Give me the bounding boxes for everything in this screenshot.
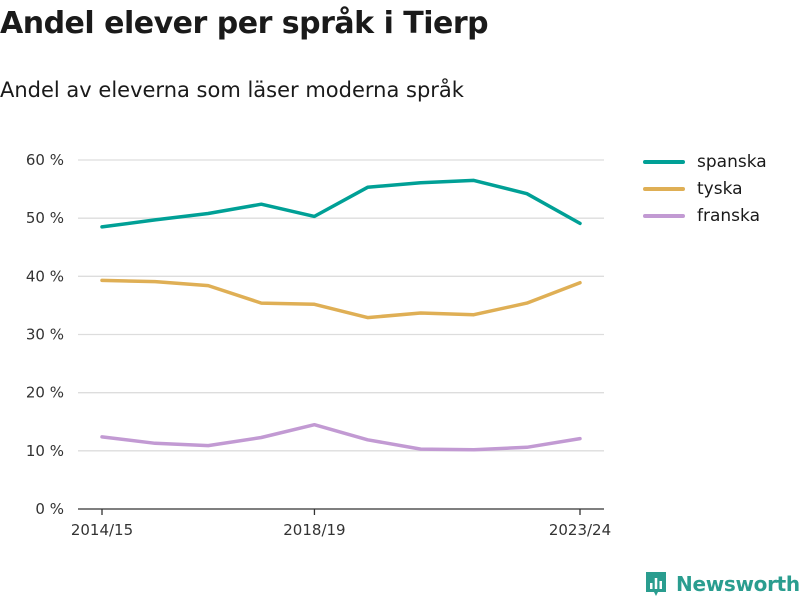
y-tick-label: 20 % [26,384,64,402]
y-tick-label: 40 % [26,267,64,285]
x-tick-label: 2018/19 [283,521,345,539]
x-axis: 2014/15 2018/19 2023/24 [71,508,611,539]
brand-name: Newsworthy [676,572,800,596]
series-line-tyska [100,278,582,320]
y-tick-label: 60 % [26,151,64,169]
y-tick-label: 50 % [26,209,64,227]
legend-item-franska[interactable]: franska [643,202,767,229]
brand-logo[interactable]: Newsworthy [644,570,800,598]
x-tick-label: 2023/24 [549,521,611,539]
legend-label: franska [697,205,760,226]
y-tick-label: 0 % [35,500,64,518]
legend: spanska tyska franska [643,148,767,229]
series-lines [100,178,582,452]
legend-item-spanska[interactable]: spanska [643,148,767,175]
y-tick-label: 30 % [26,326,64,344]
y-tick-label: 10 % [26,442,64,460]
chart-title: Andel elever per språk i Tierp [0,6,489,41]
legend-swatch [643,186,685,191]
series-line-franska [100,422,582,452]
legend-label: tyska [697,178,743,199]
legend-item-tyska[interactable]: tyska [643,175,767,202]
chart-subtitle: Andel av eleverna som läser moderna språ… [0,78,464,102]
newsworthy-logo-icon [646,572,666,596]
x-tick-label: 2014/15 [71,521,133,539]
line-chart: 0 % 10 % 20 % 30 % 40 % 50 % 60 % 2014/15 2018/… [26,151,611,539]
legend-swatch [643,159,685,164]
grid-lines: 0 % 10 % 20 % 30 % 40 % 50 % 60 % [26,151,604,518]
series-line-spanska [100,178,582,229]
legend-label: spanska [697,151,767,172]
legend-swatch [643,213,685,218]
